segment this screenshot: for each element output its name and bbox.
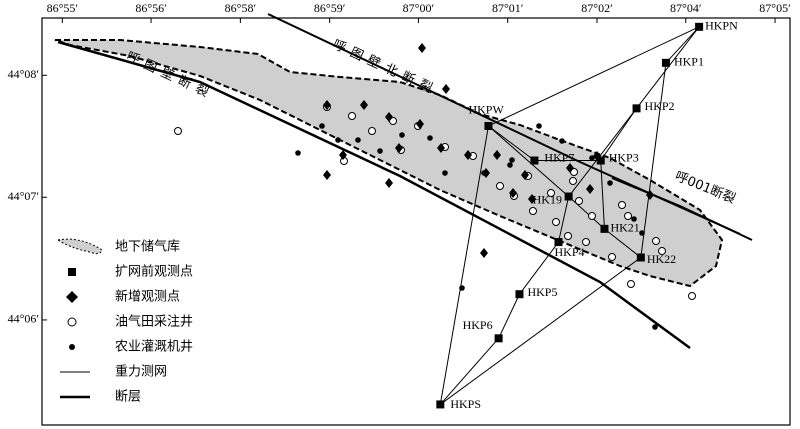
legend-label: 地下储气库 xyxy=(115,239,180,255)
station xyxy=(436,400,445,409)
y-tick-label: 44°08′ xyxy=(8,67,40,81)
x-tick-label: 86°59′ xyxy=(314,1,346,15)
network-line xyxy=(600,108,637,161)
network-line xyxy=(600,160,605,229)
station xyxy=(636,253,645,262)
station xyxy=(600,224,609,233)
station xyxy=(661,58,670,67)
legend-label: 油气田采注井 xyxy=(115,314,193,330)
station-label: HKP7 xyxy=(544,150,574,164)
y-tick-label: 44°06′ xyxy=(8,312,40,326)
y-tick-label: 44°07′ xyxy=(8,189,40,203)
station xyxy=(632,104,641,113)
network-line xyxy=(488,26,700,127)
legend-swatch xyxy=(68,268,76,276)
legend-label: 断层 xyxy=(115,390,141,405)
x-tick-label: 87°02′ xyxy=(581,1,613,15)
x-tick-label: 87°00′ xyxy=(403,1,435,15)
legend-label: 重力测网 xyxy=(115,364,167,380)
station-label: HK21 xyxy=(610,221,639,235)
station xyxy=(530,156,539,165)
new-stations xyxy=(323,43,654,258)
fault-line xyxy=(611,177,753,241)
station-label: HKP3 xyxy=(609,150,639,164)
station-label: HKP6 xyxy=(463,318,493,332)
station xyxy=(484,121,493,130)
station-label: HK19 xyxy=(533,192,562,206)
station xyxy=(564,192,573,201)
legend-swatch xyxy=(67,317,77,327)
station-label: HKPW xyxy=(468,103,504,117)
legend-label: 农业灌溉机井 xyxy=(115,340,193,355)
legend-swatch xyxy=(69,344,75,350)
gravity-network xyxy=(439,26,700,405)
network-line xyxy=(488,125,535,161)
x-tick-label: 87°01′ xyxy=(492,1,524,15)
legend-label: 扩网前观测点 xyxy=(115,264,193,280)
network-line xyxy=(488,125,569,197)
station xyxy=(515,290,524,299)
station-label: HKP2 xyxy=(645,99,675,113)
network-line xyxy=(604,228,642,258)
network-line xyxy=(439,337,499,405)
network-line xyxy=(498,294,520,339)
station-label: HKP4 xyxy=(554,245,584,259)
x-tick-label: 86°55′ xyxy=(47,1,79,15)
x-tick-label: 86°58′ xyxy=(225,1,257,15)
station-label: HKPS xyxy=(450,397,481,411)
station xyxy=(554,238,563,247)
station-label: HKPN xyxy=(705,19,738,33)
legend-swatch xyxy=(56,238,103,255)
network-line xyxy=(439,125,489,405)
network-line xyxy=(519,241,559,295)
x-tick-label: 87°04′ xyxy=(670,1,702,15)
station xyxy=(494,334,503,343)
station-label: HK22 xyxy=(647,252,676,266)
legend-label: 新增观测点 xyxy=(115,289,180,305)
x-tick-label: 86°56′ xyxy=(135,1,167,15)
fault-line xyxy=(57,40,691,350)
station-label: HKP5 xyxy=(527,285,557,299)
station xyxy=(596,156,605,165)
network-line xyxy=(640,62,667,258)
irrigation-wells xyxy=(295,123,658,330)
x-tick-label: 87°05′ xyxy=(759,1,791,15)
station-label: HKP1 xyxy=(674,55,704,69)
network-line xyxy=(636,26,700,109)
network-line xyxy=(558,196,570,243)
network-line xyxy=(440,257,642,405)
legend-swatch xyxy=(66,291,78,303)
network-line xyxy=(568,196,605,230)
station xyxy=(695,22,704,31)
network-line xyxy=(568,108,637,197)
network-line xyxy=(665,26,700,64)
